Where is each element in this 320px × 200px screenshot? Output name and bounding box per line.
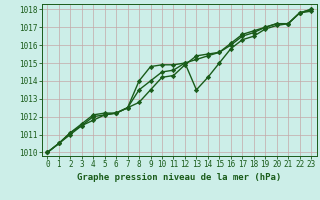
X-axis label: Graphe pression niveau de la mer (hPa): Graphe pression niveau de la mer (hPa) [77,173,281,182]
